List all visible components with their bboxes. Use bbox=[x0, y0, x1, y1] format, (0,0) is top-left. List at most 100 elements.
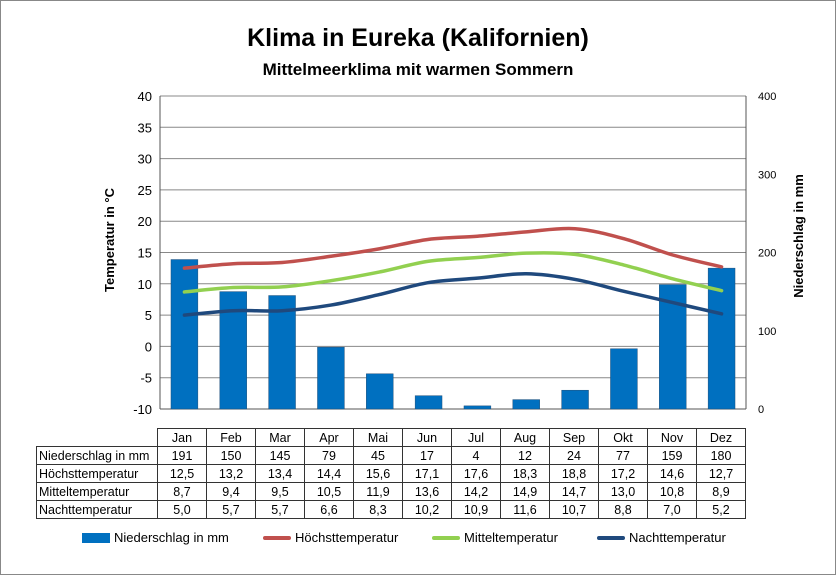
category-label: Dez bbox=[696, 428, 746, 447]
table-cell: 9,5 bbox=[255, 482, 305, 501]
table-cell: 14,9 bbox=[500, 482, 550, 501]
table-row-label: Mitteltemperatur bbox=[36, 482, 158, 501]
table-cell: 5,0 bbox=[157, 500, 207, 519]
y-tick-right: 400 bbox=[758, 91, 776, 103]
legend-label: Höchsttemperatur bbox=[295, 530, 399, 545]
table-cell: 79 bbox=[304, 446, 354, 465]
bar-precip bbox=[463, 405, 492, 410]
y-tick-right: 300 bbox=[758, 169, 776, 181]
category-label: Sep bbox=[549, 428, 599, 447]
chart-title: Klima in Eureka (Kalifornien) bbox=[247, 24, 589, 52]
table-cell: 18,8 bbox=[549, 464, 599, 483]
y-tick-right: 0 bbox=[758, 404, 764, 416]
table-cell: 14,6 bbox=[647, 464, 697, 483]
bar-precip bbox=[366, 373, 394, 410]
bar-precip bbox=[268, 295, 296, 410]
data-table: Jan Feb Mar Apr Mai Jun Jul Aug Sep Okt Nov Dez Nied… bbox=[36, 428, 746, 519]
table-cell: 9,4 bbox=[206, 482, 256, 501]
table-cell: 17,6 bbox=[451, 464, 501, 483]
table-cell: 10,9 bbox=[451, 500, 501, 519]
table-cell: 15,6 bbox=[353, 464, 403, 483]
table-cell: 13,2 bbox=[206, 464, 256, 483]
table-cell: 159 bbox=[647, 446, 697, 465]
y-tick-left: 10 bbox=[138, 277, 152, 292]
line-high-temp bbox=[182, 226, 724, 270]
bar-precip bbox=[561, 389, 589, 410]
table-cell: 12 bbox=[500, 446, 550, 465]
legend-label: Niederschlag in mm bbox=[114, 530, 229, 545]
table-cell: 10,8 bbox=[647, 482, 697, 501]
table-cell: 24 bbox=[549, 446, 599, 465]
table-corner bbox=[37, 429, 158, 447]
table-cell: 13,4 bbox=[255, 464, 305, 483]
table-cell: 11,6 bbox=[500, 500, 550, 519]
table-cell: 12,7 bbox=[696, 464, 746, 483]
y-axis-title-right: Niederschlag in mm bbox=[791, 174, 806, 298]
category-label: Aug bbox=[500, 428, 550, 447]
table-cell: 11,9 bbox=[353, 482, 403, 501]
y-tick-left: 0 bbox=[145, 339, 152, 354]
y-tick-left: -10 bbox=[133, 402, 152, 417]
table-cell: 5,7 bbox=[255, 500, 305, 519]
table-cell: 18,3 bbox=[500, 464, 550, 483]
table-cell: 180 bbox=[696, 446, 746, 465]
table-cell: 10,5 bbox=[304, 482, 354, 501]
line-low-temp bbox=[182, 272, 724, 317]
table-cell: 14,7 bbox=[549, 482, 599, 501]
y-tick-right: 200 bbox=[758, 248, 776, 260]
y-tick-right: 100 bbox=[758, 326, 776, 338]
legend-item: Nachttemperatur bbox=[597, 530, 726, 545]
y-axis-title-left: Temperatur in °C bbox=[102, 187, 117, 292]
table-row-label: Niederschlag in mm bbox=[36, 446, 158, 465]
table-cell: 145 bbox=[255, 446, 305, 465]
category-label: Jan bbox=[157, 428, 207, 447]
y-tick-left: 20 bbox=[138, 214, 152, 229]
table-cell: 17,1 bbox=[402, 464, 452, 483]
row-mean: Mitteltemperatur 8,7 9,4 9,5 10,5 11,9 13,6 14,… bbox=[36, 482, 746, 501]
table-cell: 45 bbox=[353, 446, 403, 465]
table-cell: 8,7 bbox=[157, 482, 207, 501]
legend-label: Nachttemperatur bbox=[629, 530, 726, 545]
bar-precip bbox=[170, 259, 199, 410]
legend-item: Niederschlag in mm bbox=[82, 530, 229, 545]
category-label: Okt bbox=[598, 428, 648, 447]
category-label: Jul bbox=[451, 428, 501, 447]
legend-swatch bbox=[432, 535, 460, 540]
legend-label: Mitteltemperatur bbox=[464, 530, 558, 545]
y-tick-left: 15 bbox=[138, 246, 152, 261]
table-cell: 8,8 bbox=[598, 500, 648, 519]
bar-precip bbox=[317, 346, 345, 410]
table-cell: 13,0 bbox=[598, 482, 648, 501]
y-tick-left: 30 bbox=[138, 152, 152, 167]
table-row-label: Nachttemperatur bbox=[36, 500, 158, 519]
category-label: Jun bbox=[402, 428, 452, 447]
table-cell: 5,7 bbox=[206, 500, 256, 519]
table-cell: 8,3 bbox=[353, 500, 403, 519]
table-cell: 17 bbox=[402, 446, 452, 465]
table-cell: 17,2 bbox=[598, 464, 648, 483]
table-cell: 14,2 bbox=[451, 482, 501, 501]
table-cell: 6,6 bbox=[304, 500, 354, 519]
table-cell: 5,2 bbox=[696, 500, 746, 519]
table-header-row: Jan Feb Mar Apr Mai Jun Jul Aug Sep Okt Nov Dez bbox=[37, 428, 746, 447]
category-label: Feb bbox=[206, 428, 256, 447]
legend-swatch bbox=[263, 535, 291, 540]
row-low: Nachttemperatur 5,0 5,7 5,7 6,6 8,3 10,2 10,9 11… bbox=[36, 500, 746, 519]
table-cell: 8,9 bbox=[696, 482, 746, 501]
legend-item: Höchsttemperatur bbox=[263, 530, 398, 545]
y-tick-left: -5 bbox=[140, 371, 152, 386]
table-cell: 77 bbox=[598, 446, 648, 465]
y-tick-left: 5 bbox=[145, 308, 152, 323]
legend-swatch bbox=[597, 535, 625, 540]
table-cell: 150 bbox=[206, 446, 256, 465]
table-cell: 10,7 bbox=[549, 500, 599, 519]
table-cell: 4 bbox=[451, 446, 501, 465]
table-cell: 14,4 bbox=[304, 464, 354, 483]
legend-swatch bbox=[82, 532, 110, 543]
row-precip: Niederschlag in mm 191 150 145 79 45 17 4 12 24 77… bbox=[36, 446, 746, 465]
table-row-label: Höchsttemperatur bbox=[36, 464, 158, 483]
table-cell: 191 bbox=[157, 446, 207, 465]
y-tick-left: 25 bbox=[138, 183, 152, 198]
table-cell: 10,2 bbox=[402, 500, 452, 519]
